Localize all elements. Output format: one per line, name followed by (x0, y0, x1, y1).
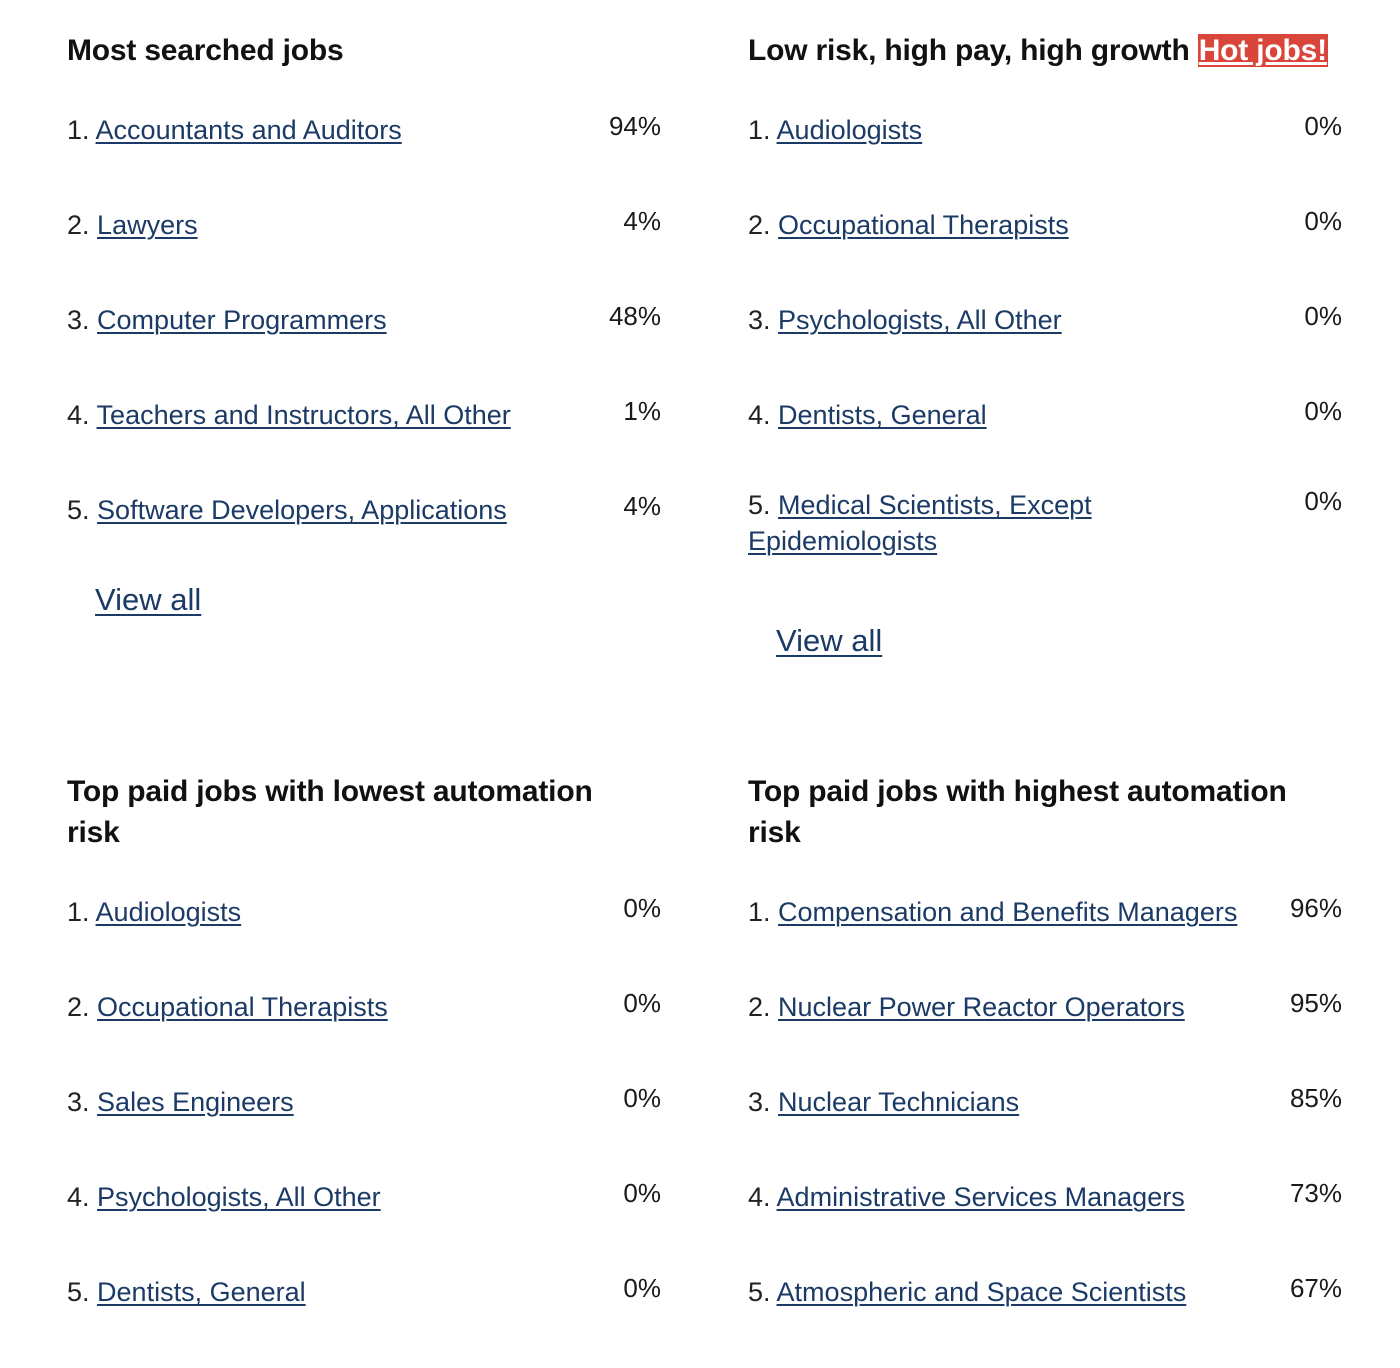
list-item: 2. Occupational Therapists 0% (67, 988, 661, 1025)
percent-value: 0% (1304, 206, 1342, 236)
list-item: 5. Software Developers, Applications 4% (67, 491, 661, 528)
percent-value: 0% (1304, 486, 1342, 516)
percent-value: 85% (1289, 1083, 1342, 1113)
percent-value: 4% (623, 491, 661, 521)
panel-title: Top paid jobs with highest automation ri… (748, 775, 1287, 849)
job-link-teachers-and-instructors[interactable]: Teachers and Instructors, All Other (96, 400, 511, 430)
list-item: 1. Compensation and Benefits Managers 96… (748, 893, 1342, 930)
percent-value: 94% (608, 111, 661, 141)
job-link-dentists-general[interactable]: Dentists, General (778, 400, 987, 430)
rank-number: 4. (748, 400, 771, 430)
rank-number: 4. (748, 1182, 771, 1212)
job-link-psychologists-all-other[interactable]: Psychologists, All Other (97, 1182, 381, 1212)
rank-number: 1. (67, 897, 90, 927)
list-item: 5. Medical Scientists, Except Epidemiolo… (748, 486, 1342, 559)
rank-number: 3. (748, 305, 771, 335)
low-risk-high-pay-panel: Low risk, high pay, high growth Hot jobs… (748, 30, 1342, 658)
percent-value: 67% (1289, 1273, 1342, 1303)
panel-title-text: Low risk, high pay, high growth (748, 34, 1190, 67)
job-link-medical-scientists[interactable]: Medical Scientists, Except Epidemiologis… (748, 490, 1092, 556)
percent-value: 0% (623, 988, 661, 1018)
job-link-administrative-services-managers[interactable]: Administrative Services Managers (776, 1182, 1185, 1212)
list-item: 4. Administrative Services Managers 73% (748, 1178, 1342, 1215)
list-item: 1. Accountants and Auditors 94% (67, 111, 661, 148)
list-item: 3. Nuclear Technicians 85% (748, 1083, 1342, 1120)
list-item: 1. Audiologists 0% (748, 111, 1342, 148)
job-list: 1. Audiologists 0% 2. Occupational Thera… (748, 111, 1342, 559)
list-item: 5. Dentists, General 0% (67, 1273, 661, 1310)
rank-number: 1. (748, 115, 771, 145)
list-item: 4. Psychologists, All Other 0% (67, 1178, 661, 1215)
percent-value: 0% (1304, 396, 1342, 426)
list-item: 2. Nuclear Power Reactor Operators 95% (748, 988, 1342, 1025)
percent-value: 0% (1304, 301, 1342, 331)
percent-value: 0% (623, 1178, 661, 1208)
rank-number: 5. (748, 1277, 771, 1307)
job-link-occupational-therapists[interactable]: Occupational Therapists (97, 992, 388, 1022)
view-all-link[interactable]: View all (776, 623, 883, 658)
hot-jobs-badge[interactable]: Hot jobs! (1197, 34, 1328, 67)
job-link-computer-programmers[interactable]: Computer Programmers (97, 305, 387, 335)
rank-number: 1. (67, 115, 90, 145)
rank-number: 5. (67, 1277, 90, 1307)
percent-value: 0% (623, 1083, 661, 1113)
percent-value: 0% (1304, 111, 1342, 141)
rank-number: 3. (67, 305, 90, 335)
job-link-dentists-general[interactable]: Dentists, General (97, 1277, 306, 1307)
job-link-software-developers[interactable]: Software Developers, Applications (97, 495, 507, 525)
job-link-compensation-and-benefits-managers[interactable]: Compensation and Benefits Managers (778, 897, 1238, 927)
list-item: 3. Sales Engineers 0% (67, 1083, 661, 1120)
job-link-psychologists-all-other[interactable]: Psychologists, All Other (778, 305, 1062, 335)
rank-number: 3. (67, 1087, 90, 1117)
rank-number: 4. (67, 400, 90, 430)
lowest-automation-risk-panel: Top paid jobs with lowest automation ris… (67, 771, 661, 1310)
highest-automation-risk-panel: Top paid jobs with highest automation ri… (748, 771, 1342, 1310)
job-list: 1. Audiologists 0% 2. Occupational Thera… (67, 893, 661, 1310)
percent-value: 1% (623, 396, 661, 426)
rank-number: 2. (748, 992, 771, 1022)
rank-number: 5. (67, 495, 90, 525)
percent-value: 0% (623, 1273, 661, 1303)
job-link-nuclear-technicians[interactable]: Nuclear Technicians (778, 1087, 1020, 1117)
rank-number: 3. (748, 1087, 771, 1117)
list-item: 3. Psychologists, All Other 0% (748, 301, 1342, 338)
job-link-atmospheric-and-space-scientists[interactable]: Atmospheric and Space Scientists (776, 1277, 1187, 1307)
list-item: 2. Lawyers 4% (67, 206, 661, 243)
job-link-occupational-therapists[interactable]: Occupational Therapists (778, 210, 1069, 240)
panel-title: Low risk, high pay, high growth Hot jobs… (748, 30, 1342, 71)
rank-number: 5. (748, 490, 771, 520)
job-link-nuclear-power-reactor-operators[interactable]: Nuclear Power Reactor Operators (778, 992, 1185, 1022)
job-list: 1. Compensation and Benefits Managers 96… (748, 893, 1342, 1310)
rank-number: 1. (748, 897, 771, 927)
panel-title: Most searched jobs (67, 34, 344, 67)
list-item: 4. Dentists, General 0% (748, 396, 1342, 433)
percent-value: 48% (608, 301, 661, 331)
job-link-audiologists[interactable]: Audiologists (776, 115, 923, 145)
list-item: 2. Occupational Therapists 0% (748, 206, 1342, 243)
percent-value: 95% (1289, 988, 1342, 1018)
percent-value: 96% (1289, 893, 1342, 923)
list-item: 1. Audiologists 0% (67, 893, 661, 930)
job-link-lawyers[interactable]: Lawyers (97, 210, 198, 240)
rank-number: 2. (67, 992, 90, 1022)
percent-value: 73% (1289, 1178, 1342, 1208)
job-link-sales-engineers[interactable]: Sales Engineers (97, 1087, 294, 1117)
job-list: 1. Accountants and Auditors 94% 2. Lawye… (67, 111, 661, 528)
panel-title: Top paid jobs with lowest automation ris… (67, 775, 593, 849)
list-item: 3. Computer Programmers 48% (67, 301, 661, 338)
rank-number: 2. (748, 210, 771, 240)
job-link-audiologists[interactable]: Audiologists (95, 897, 242, 927)
percent-value: 0% (623, 893, 661, 923)
list-item: 4. Teachers and Instructors, All Other 1… (67, 396, 661, 433)
most-searched-jobs-panel: Most searched jobs 1. Accountants and Au… (67, 30, 661, 617)
percent-value: 4% (623, 206, 661, 236)
job-link-accountants-and-auditors[interactable]: Accountants and Auditors (95, 115, 402, 145)
view-all-link[interactable]: View all (95, 582, 202, 617)
rank-number: 2. (67, 210, 90, 240)
rank-number: 4. (67, 1182, 90, 1212)
list-item: 5. Atmospheric and Space Scientists 67% (748, 1273, 1342, 1310)
